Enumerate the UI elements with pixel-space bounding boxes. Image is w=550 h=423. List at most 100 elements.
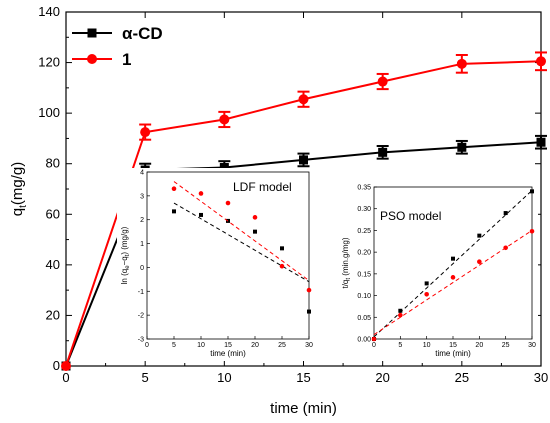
inset-data-point — [172, 209, 176, 214]
inset-data-point — [279, 263, 285, 269]
inset-y-tick-label: 1 — [140, 241, 144, 248]
legend-marker — [87, 28, 97, 38]
inset-x-tick-label: 20 — [475, 342, 483, 349]
x-axis-title: time (min) — [270, 400, 337, 417]
inset-x-tick-label: 25 — [278, 342, 286, 349]
x-tick-label: 5 — [142, 370, 149, 385]
data-point — [219, 114, 230, 125]
inset-data-point — [451, 256, 455, 261]
y-tick-label: 0 — [53, 358, 60, 373]
y-axis-title-main: q — [9, 208, 26, 216]
data-point — [536, 137, 546, 147]
data-point — [298, 94, 309, 105]
y-tick-label: 120 — [38, 55, 60, 70]
inset-x-tick-label: 10 — [197, 342, 205, 349]
inset-x-tick-label: 20 — [251, 342, 259, 349]
y-tick-label: 20 — [46, 307, 60, 322]
x-tick-label: 20 — [375, 370, 389, 385]
inset-y-tick-label: 0.35 — [357, 185, 371, 192]
inset-y-tick-label: 3 — [140, 193, 144, 200]
inset-data-point — [307, 309, 311, 314]
inset-y-tick-label: 0.25 — [357, 228, 371, 235]
y-axis-title: qt(mg/g) — [9, 162, 29, 216]
x-tick-label: 10 — [217, 370, 231, 385]
inset-y-tick-label: 0 — [140, 265, 144, 272]
x-tick-label: 0 — [62, 370, 69, 385]
data-point — [140, 127, 151, 138]
inset-y-tick-label: 2 — [140, 217, 144, 224]
inset-y-axis-title-part: −q — [120, 256, 129, 265]
inset-y-axis-title: t/qt (min.g/mg) — [341, 237, 352, 288]
y-tick-label: 100 — [38, 105, 60, 120]
inset-data-point — [424, 291, 429, 297]
inset-data-point — [477, 233, 482, 238]
inset-x-axis-title: time (min) — [435, 349, 471, 358]
x-tick-label: 25 — [455, 370, 469, 385]
inset-x-tick-label: 30 — [528, 342, 536, 349]
inset-model-label: LDF model — [233, 180, 292, 194]
inset-x-tick-label: 15 — [224, 342, 232, 349]
inset-data-point — [280, 246, 284, 251]
inset-y-tick-label: 0.20 — [357, 250, 371, 257]
inset-y-axis-title-part: ln (q — [120, 269, 129, 285]
inset-x-tick-label: 10 — [423, 342, 431, 349]
data-point — [219, 163, 229, 173]
inset-data-point — [225, 200, 231, 206]
legend-marker — [87, 54, 97, 64]
inset-x-tick-label: 5 — [172, 342, 176, 349]
inset-y-axis-title-sub: e — [125, 265, 131, 269]
x-tick-label: 15 — [296, 370, 310, 385]
inset-data-point — [450, 275, 456, 280]
inset-data-point — [253, 229, 257, 234]
inset-fit-line — [173, 202, 310, 283]
inset-y-tick-label: 0.30 — [357, 206, 371, 213]
data-point — [377, 76, 388, 87]
inset-x-tick-label: 5 — [398, 342, 402, 349]
inset-data-point — [503, 211, 508, 216]
inset-x-tick-label: 15 — [449, 342, 457, 349]
inset-x-tick-label: 25 — [502, 342, 510, 349]
inset-ldf-plot: 0 5 10 15 20 25 30 -3 -2 -1 0 1 2 3 4 time (min) ln (qe−… — [117, 168, 315, 361]
inset-y-tick-label: -3 — [138, 337, 144, 344]
x-tick-label: 30 — [534, 370, 548, 385]
inset-data-point — [424, 281, 429, 286]
inset-x-tick-label: 0 — [372, 342, 376, 349]
y-tick-label: 140 — [38, 4, 60, 19]
data-point — [299, 155, 308, 165]
y-tick-label: 80 — [46, 156, 60, 171]
inset-data-point — [503, 245, 508, 251]
inset-data-point — [306, 287, 312, 293]
inset-y-tick-label: 0.05 — [357, 315, 371, 322]
inset-y-axis-title-part: (min.g/mg) — [341, 237, 350, 278]
inset-pso-plot: 0 5 10 15 20 25 30 0.00 0.05 0.10 0.15 0.20 0.25 0.30… — [341, 183, 538, 361]
inset-y-tick-label: 0.00 — [357, 337, 371, 344]
inset-data-point — [199, 212, 203, 217]
inset-y-axis-title-sub: t — [346, 278, 352, 280]
inset-y-tick-label: 4 — [140, 170, 144, 177]
inset-data-point — [398, 312, 403, 318]
inset-model-label: PSO model — [380, 209, 441, 223]
y-tick-label: 60 — [46, 206, 60, 221]
inset-data-point — [371, 336, 377, 342]
inset-y-axis-title: ln (qe−qt) (mg/g) — [120, 226, 131, 284]
inset-y-tick-label: 0.15 — [357, 271, 371, 278]
inset-x-tick-label: 30 — [305, 342, 313, 349]
inset-y-axis-title-sub: t — [125, 254, 131, 256]
inset-y-tick-label: 0.10 — [357, 293, 371, 300]
data-point — [457, 142, 467, 152]
inset-data-point — [198, 191, 204, 196]
data-point — [61, 361, 71, 371]
y-tick-label: 40 — [46, 257, 60, 272]
inset-y-tick-label: -1 — [138, 289, 144, 296]
inset-y-axis-title-part: t/q — [341, 280, 350, 289]
legend-label: α-CD — [122, 24, 163, 43]
y-axis-title-unit: (mg/g) — [9, 162, 26, 205]
inset-y-tick-label: -2 — [138, 313, 144, 320]
y-axis-title-sub: t — [18, 205, 29, 208]
inset-data-point — [529, 228, 535, 234]
inset-data-point — [477, 259, 482, 264]
legend-label: 1 — [122, 50, 131, 69]
data-point — [378, 147, 388, 157]
